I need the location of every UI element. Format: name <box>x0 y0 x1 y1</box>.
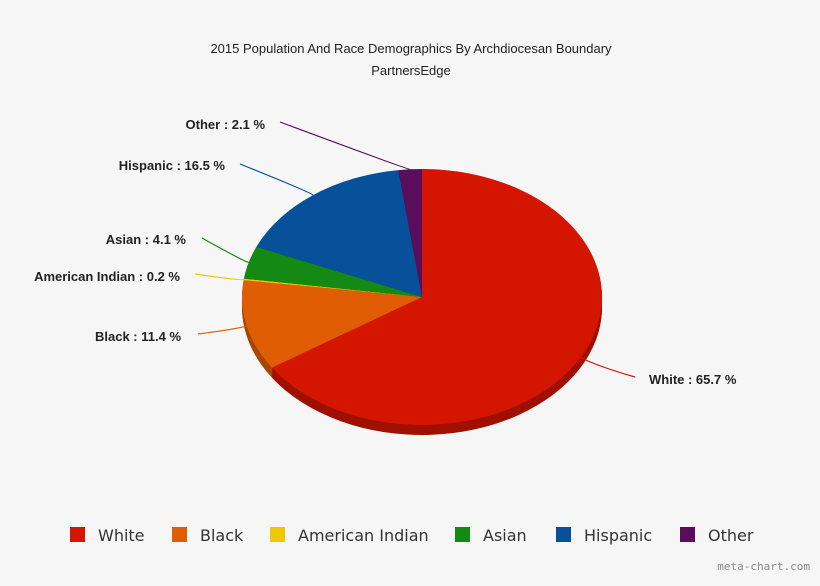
slice-black[interactable] <box>241 280 422 368</box>
data-label: Other : 2.1 % <box>186 117 266 132</box>
data-label: Asian : 4.1 % <box>106 232 187 247</box>
data-label: Black : 11.4 % <box>95 329 181 344</box>
data-label: White : 65.7 % <box>649 372 737 387</box>
legend-item[interactable]: White <box>98 526 145 545</box>
legend-item[interactable]: Black <box>200 526 244 545</box>
slice-other[interactable] <box>398 169 422 297</box>
legend-item[interactable]: American Indian <box>298 526 429 545</box>
legend-swatch <box>70 527 85 542</box>
slice-hispanic[interactable] <box>256 170 422 297</box>
leader-line <box>580 357 636 378</box>
slice-white[interactable] <box>271 169 602 425</box>
leader-line <box>239 163 314 196</box>
leader-line <box>201 237 249 264</box>
slice-american-indian[interactable] <box>243 278 422 297</box>
watermark: meta-chart.com <box>717 560 810 573</box>
legend-swatch <box>172 527 187 542</box>
legend-swatch <box>680 527 695 542</box>
slice-asian[interactable] <box>243 246 422 297</box>
data-label: Hispanic : 16.5 % <box>119 158 226 173</box>
legend-swatch <box>455 527 470 542</box>
legend-item[interactable]: Other <box>708 526 754 545</box>
leader-line <box>197 325 247 335</box>
chart-title: 2015 Population And Race Demographics By… <box>210 41 612 56</box>
leader-line <box>194 273 245 281</box>
legend-swatch <box>270 527 285 542</box>
leader-line <box>279 121 411 170</box>
data-label: American Indian : 0.2 % <box>34 269 180 284</box>
chart-subtitle: PartnersEdge <box>371 63 451 78</box>
legend-item[interactable]: Hispanic <box>584 526 652 545</box>
legend-item[interactable]: Asian <box>483 526 527 545</box>
legend-swatch <box>556 527 571 542</box>
